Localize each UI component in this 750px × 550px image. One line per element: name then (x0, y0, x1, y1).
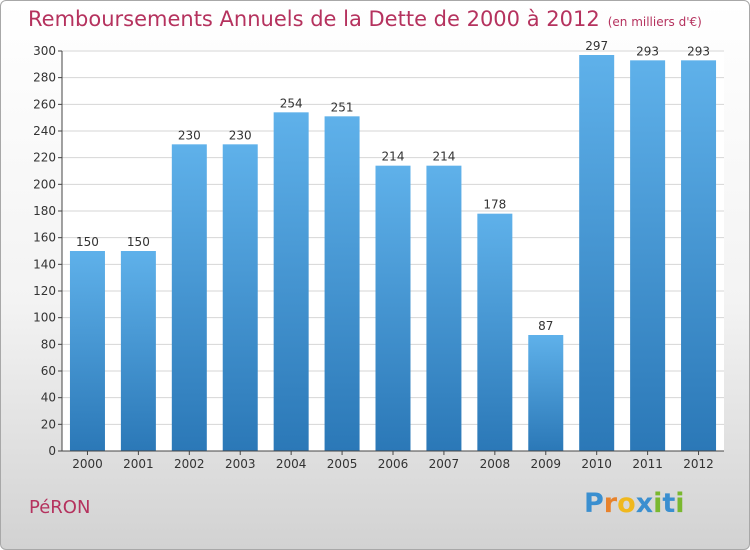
data-label: 214 (432, 150, 455, 164)
brand-logo: Proxiti (584, 488, 685, 519)
bar (681, 60, 717, 451)
brand-letter: i (675, 488, 685, 519)
bar (579, 55, 615, 451)
data-label: 150 (127, 235, 150, 249)
x-tick-label: 2012 (683, 457, 714, 471)
bar (477, 213, 513, 451)
data-label: 178 (483, 198, 506, 212)
x-tick-label: 2008 (480, 457, 511, 471)
x-tick-label: 2010 (581, 457, 612, 471)
brand-letter: x (635, 488, 654, 519)
data-label: 150 (76, 235, 99, 249)
bar (69, 251, 105, 451)
data-label: 293 (636, 44, 659, 58)
bar (273, 112, 309, 451)
y-tick-label: 200 (33, 177, 56, 191)
brand-letter: r (603, 488, 618, 519)
y-tick-label: 120 (33, 284, 56, 298)
bar (528, 335, 564, 451)
y-tick-label: 80 (41, 337, 56, 351)
y-tick-label: 160 (33, 231, 56, 245)
x-tick-label: 2002 (174, 457, 205, 471)
brand-letter: o (617, 488, 636, 519)
x-tick-label: 2006 (378, 457, 409, 471)
bar (324, 116, 360, 451)
data-label: 87 (538, 319, 553, 333)
bar (426, 165, 462, 451)
data-label: 230 (229, 128, 252, 142)
chart-title: Remboursements Annuels de la Dette de 20… (28, 7, 702, 31)
data-label: 297 (585, 39, 608, 53)
y-tick-label: 100 (33, 311, 56, 325)
brand-letter: t (662, 488, 676, 519)
y-tick-label: 20 (41, 417, 56, 431)
axis-layer: 0 20 40 60 80 100 120 140 160 180 200 220 240 260 280 3… (33, 44, 724, 471)
x-tick-label: 2001 (123, 457, 154, 471)
data-label: 214 (382, 150, 405, 164)
data-label: 230 (178, 128, 201, 142)
x-tick-label: 2009 (530, 457, 561, 471)
y-tick-label: 280 (33, 71, 56, 85)
x-tick-label: 2007 (429, 457, 460, 471)
data-label: 251 (331, 100, 354, 114)
commune-name: PéRON (29, 497, 91, 518)
y-tick-label: 0 (48, 444, 56, 458)
y-tick-label: 260 (33, 97, 56, 111)
y-tick-label: 40 (41, 391, 56, 405)
data-label: 254 (280, 96, 303, 110)
bar (120, 251, 156, 451)
bars-layer: 150 150 230 230 254 251 214 214 178 87 297 293 293 (69, 39, 717, 452)
brand-letter: i (653, 488, 663, 519)
x-tick-label: 2011 (632, 457, 663, 471)
brand-letter: P (584, 488, 604, 519)
bar (171, 144, 207, 452)
bar (630, 60, 666, 451)
y-tick-label: 220 (33, 151, 56, 165)
chart-title-text: Remboursements Annuels de la Dette de 20… (28, 7, 600, 31)
chart-unit-note: (en milliers d'€) (607, 15, 702, 29)
x-tick-label: 2004 (276, 457, 307, 471)
y-tick-label: 240 (33, 124, 56, 138)
y-tick-label: 180 (33, 204, 56, 218)
x-tick-label: 2005 (327, 457, 358, 471)
y-tick-label: 140 (33, 257, 56, 271)
data-label: 293 (687, 44, 710, 58)
bar (222, 144, 258, 452)
y-tick-label: 300 (33, 44, 56, 58)
bar (375, 165, 411, 451)
x-tick-label: 2003 (225, 457, 256, 471)
y-tick-label: 60 (41, 364, 56, 378)
x-tick-label: 2000 (72, 457, 103, 471)
